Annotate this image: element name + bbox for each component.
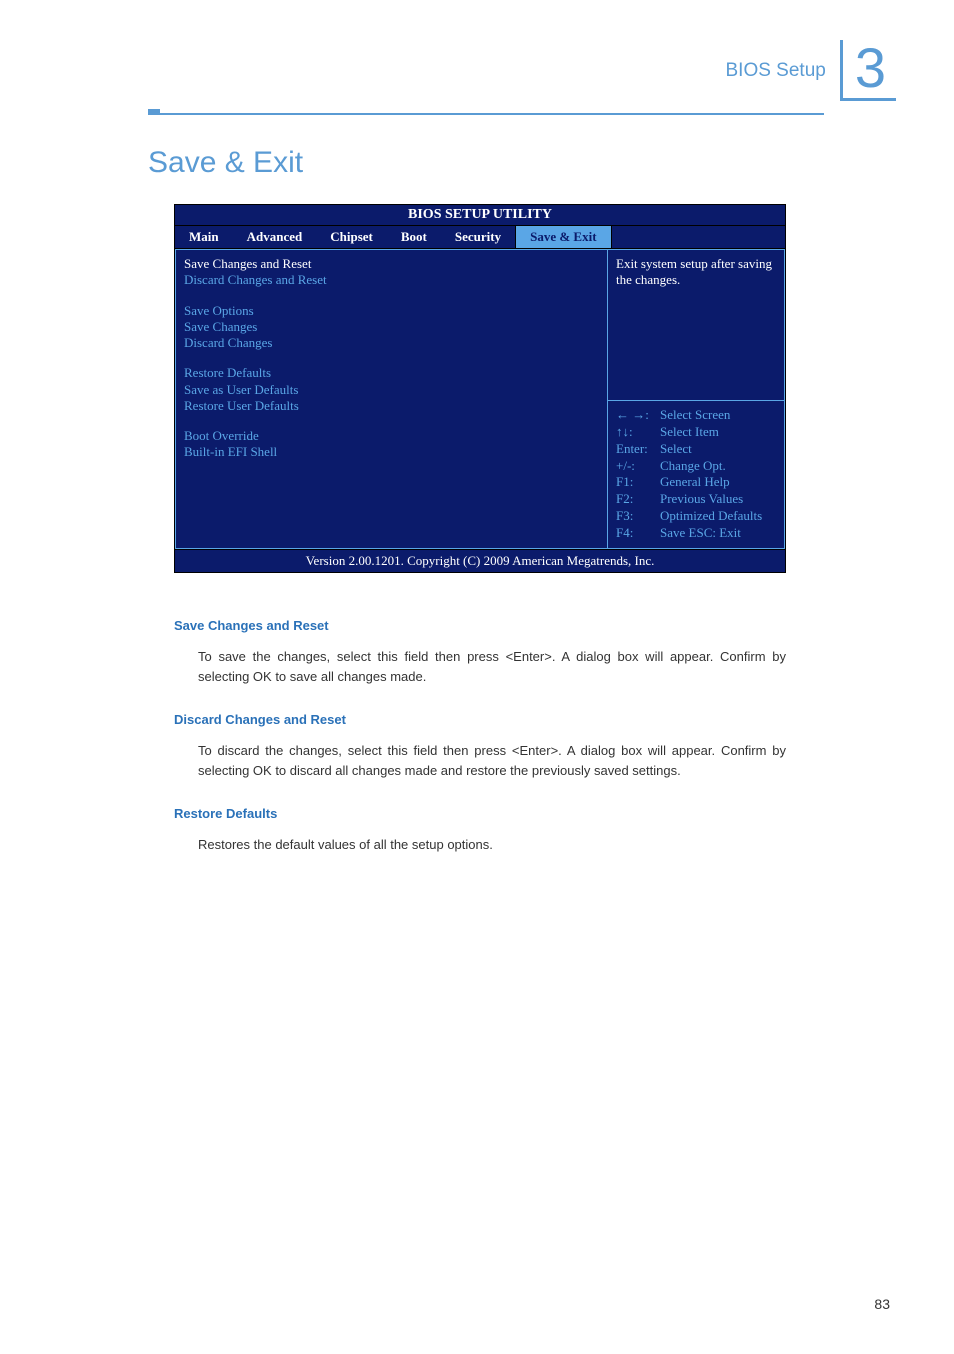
menu-heading-boot-override: Boot Override <box>184 428 599 444</box>
key-action: General Help <box>660 474 730 491</box>
page-title: Save & Exit <box>148 146 303 180</box>
menu-item-save-changes[interactable]: Save Changes <box>184 319 599 335</box>
key-action: Optimized Defaults <box>660 508 762 525</box>
menu-item-efi-shell[interactable]: Built-in EFI Shell <box>184 444 599 460</box>
menu-item-discard-changes[interactable]: Discard Changes <box>184 335 599 351</box>
key-label: ↑↓: <box>616 424 660 441</box>
key-action: Select <box>660 441 692 458</box>
tab-save-exit[interactable]: Save & Exit <box>515 226 611 248</box>
menu-item-restore-defaults[interactable]: Restore Defaults <box>184 365 599 381</box>
section-body: To save the changes, select this field t… <box>198 647 786 686</box>
bios-titlebar: BIOS SETUP UTILITY <box>175 205 785 226</box>
key-action: Select Screen <box>660 407 730 424</box>
tab-chipset[interactable]: Chipset <box>316 226 387 248</box>
header-rule <box>148 113 824 115</box>
header-label: BIOS Setup <box>726 60 826 82</box>
chapter-number: 3 <box>855 36 886 99</box>
key-label: F1: <box>616 474 660 491</box>
page-number: 83 <box>874 1296 890 1312</box>
bios-item-description: Exit system setup after saving the chang… <box>608 250 784 400</box>
menu-heading-save-options: Save Options <box>184 303 599 319</box>
key-label: F2: <box>616 491 660 508</box>
menu-item-save-changes-reset[interactable]: Save Changes and Reset <box>184 256 599 272</box>
menu-item-restore-user-defaults[interactable]: Restore User Defaults <box>184 398 599 414</box>
key-label: F4: <box>616 525 660 542</box>
tab-security[interactable]: Security <box>441 226 515 248</box>
section-body: Restores the default values of all the s… <box>198 835 786 855</box>
page-header: BIOS Setup 3 <box>726 40 897 101</box>
bios-key-legend: ← →:Select Screen ↑↓:Select Item Enter:S… <box>608 400 784 548</box>
key-label: Enter: <box>616 441 660 458</box>
key-action: Change Opt. <box>660 458 726 475</box>
tab-main[interactable]: Main <box>175 226 233 248</box>
bios-panel: BIOS SETUP UTILITY Main Advanced Chipset… <box>174 204 786 573</box>
key-action: Save ESC: Exit <box>660 525 741 542</box>
key-label: +/-: <box>616 458 660 475</box>
bios-menu-pane: Save Changes and Reset Discard Changes a… <box>175 249 607 549</box>
bios-help-pane: Exit system setup after saving the chang… <box>607 249 785 549</box>
page-content: Save Changes and Reset To save the chang… <box>174 618 786 881</box>
bios-tab-row: Main Advanced Chipset Boot Security Save… <box>175 226 785 249</box>
key-action: Previous Values <box>660 491 743 508</box>
section-heading: Discard Changes and Reset <box>174 712 786 727</box>
tab-advanced[interactable]: Advanced <box>233 226 317 248</box>
section-heading: Save Changes and Reset <box>174 618 786 633</box>
tab-boot[interactable]: Boot <box>387 226 441 248</box>
key-label: ← →: <box>616 407 660 424</box>
bios-body: Save Changes and Reset Discard Changes a… <box>175 249 785 549</box>
key-label: F3: <box>616 508 660 525</box>
section-body: To discard the changes, select this fiel… <box>198 741 786 780</box>
bios-version-footer: Version 2.00.1201. Copyright (C) 2009 Am… <box>175 549 785 572</box>
section-heading: Restore Defaults <box>174 806 786 821</box>
menu-item-discard-changes-reset[interactable]: Discard Changes and Reset <box>184 272 599 288</box>
menu-item-save-user-defaults[interactable]: Save as User Defaults <box>184 382 599 398</box>
chapter-box: 3 <box>840 40 896 101</box>
key-action: Select Item <box>660 424 719 441</box>
